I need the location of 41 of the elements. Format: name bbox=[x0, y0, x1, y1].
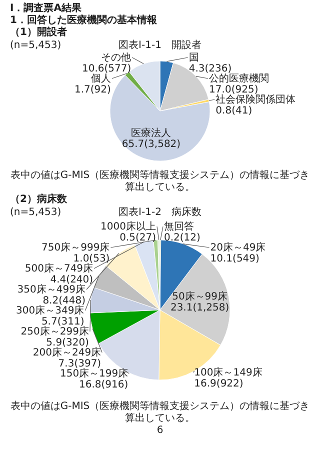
slice-label: 750床～999床 bbox=[42, 242, 110, 254]
text: 6 bbox=[156, 425, 164, 437]
slice-label: 医療法人 bbox=[131, 127, 172, 140]
slice-label: 無回答 bbox=[164, 220, 194, 232]
slice-label: 国 bbox=[188, 52, 199, 64]
slice-label: 250床～299床 bbox=[20, 326, 89, 338]
slice-label: 300床～349床 bbox=[16, 304, 84, 317]
slice-label: 社会保険関係団体 bbox=[216, 94, 296, 106]
slice-label: 500床～749床 bbox=[24, 262, 94, 275]
data-label: 23.1(1,258) bbox=[170, 302, 230, 314]
text: 1．回答した医療機関の基本情報 bbox=[10, 15, 158, 26]
slice-label: 公的医療機関 bbox=[209, 72, 270, 84]
text: （2）病床数 bbox=[10, 194, 68, 206]
slice-label: 1000床以上 bbox=[100, 220, 156, 233]
data-label: 0.2(12) bbox=[164, 232, 201, 244]
text: 表中の値はG-MIS（医療機関等情報支援システム）の情報に基づき算出している。 bbox=[10, 401, 310, 425]
chart-title: 図表Ⅰ-1-1 開設者 bbox=[118, 40, 202, 51]
data-label: 4.3(236) bbox=[188, 64, 232, 74]
text: （1）開設者 bbox=[10, 27, 68, 39]
data-label: 17.0(925) bbox=[209, 84, 258, 96]
text: 表中の値はG-MIS（医療機関等情報支援システム）の情報に基づき算出している。 bbox=[10, 170, 310, 193]
slice-label: その他 bbox=[101, 52, 132, 64]
slice-label: 20床～49床 bbox=[210, 242, 266, 254]
slice-label: 200床～249床 bbox=[32, 346, 102, 359]
data-label: 0.5(27) bbox=[120, 232, 156, 244]
data-label: 1.7(92) bbox=[74, 84, 112, 96]
chart-title: 図表Ⅰ-1-2 病床数 bbox=[118, 207, 202, 218]
data-label: 16.9(922) bbox=[194, 378, 244, 390]
data-label: 10.6(577) bbox=[82, 64, 132, 74]
slice-label: 150床～199床 bbox=[60, 368, 128, 380]
chart-subtitle: (n=5,453) bbox=[10, 39, 62, 52]
slice-label: 350床～499床 bbox=[17, 284, 86, 296]
slice-label: 50床～99床 bbox=[172, 290, 228, 302]
slice-label: 個人 bbox=[90, 74, 111, 84]
chart-subtitle: (n=5,453) bbox=[10, 206, 62, 219]
text: Ⅰ．調査票A結果 bbox=[10, 3, 82, 14]
data-label: 0.8(41) bbox=[216, 106, 252, 116]
data-label: 16.8(916) bbox=[79, 380, 128, 391]
slice-label: 100床～149床 bbox=[194, 366, 262, 378]
data-label: 10.1(549) bbox=[210, 254, 260, 264]
data-label: 65.7(3,582) bbox=[122, 139, 181, 150]
